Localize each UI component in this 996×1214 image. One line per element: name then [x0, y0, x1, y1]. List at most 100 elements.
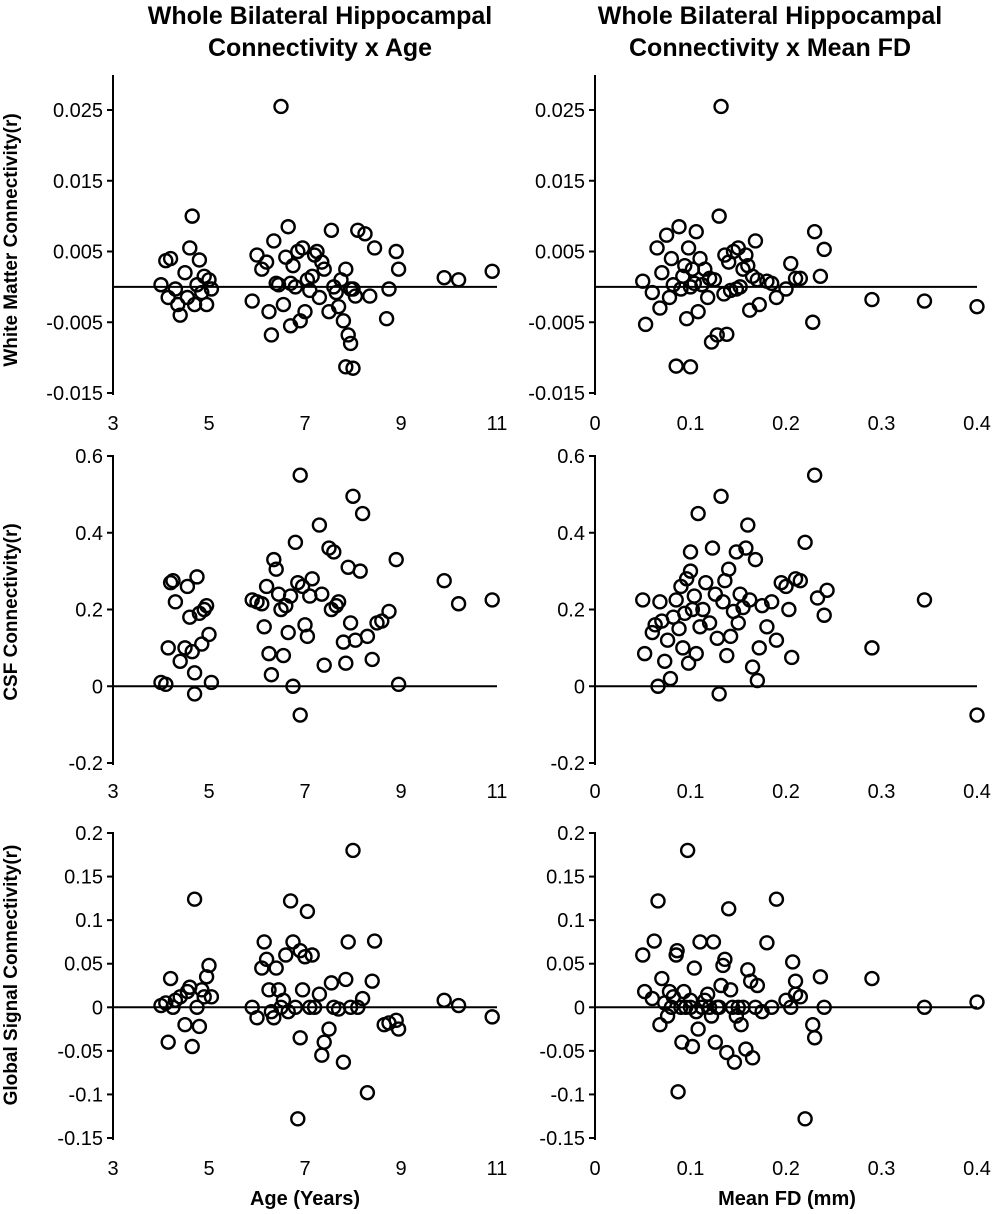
wm-age-point [366, 240, 383, 256]
csf-age-point [254, 596, 270, 612]
csf-fd-point [644, 624, 660, 641]
wm-fd-xtick-label: 0.3 [868, 413, 896, 435]
gs-age-point [254, 960, 270, 976]
csf-age-point [316, 657, 332, 673]
csf-age-point [304, 571, 320, 587]
wm-fd-point [751, 296, 767, 313]
csf-age-point [268, 561, 284, 577]
wm-fd-point [661, 289, 678, 306]
gs-age-point [186, 891, 203, 907]
gs-fd-xtick-label: 0.1 [677, 1158, 705, 1180]
wm-age-point [249, 247, 265, 263]
csf-fd-point [682, 544, 699, 560]
gs-age-point [436, 992, 452, 1009]
gs-age-ytick-label: 0 [92, 997, 103, 1019]
wm-fd-point [690, 303, 706, 320]
wm-age-point [302, 282, 318, 299]
csf-fd-point [692, 619, 708, 635]
csf-fd-point [662, 670, 679, 687]
csf-fd-ytick-label: 0.4 [557, 523, 585, 545]
csf-fd-panel: -0.200.20.40.60 0.1 0.2 0.3 0.4 [551, 446, 991, 803]
gs-fd-point [812, 969, 829, 985]
csf-fd-point [635, 592, 651, 608]
csf-age-point [354, 505, 371, 522]
gs-fd-point [806, 1030, 823, 1046]
gs-age-point [266, 1010, 282, 1026]
wm-fd-ytick-label: 0.015 [535, 171, 585, 193]
right-title-line2: Connectivity x Mean FD [629, 34, 911, 62]
csf-age-point [287, 534, 304, 551]
csf-age-point [342, 615, 359, 631]
csf-fd-point [728, 544, 745, 560]
wm-age-ytick-label: 0.005 [53, 242, 103, 264]
csf-fd-point [781, 601, 797, 618]
gs-age-ytick-label: 0.15 [64, 867, 103, 889]
csf-age-panel: -0.2 0 0.2 0.4 0.6 3 5 7 9 11 [69, 446, 508, 803]
gs-fd-point [690, 1021, 706, 1037]
gs-age-point [258, 951, 275, 968]
wm-fd-point [747, 233, 764, 249]
csf-fd-point [686, 588, 703, 604]
csf-fd-point [675, 640, 691, 656]
wm-age-point [182, 240, 198, 256]
wm-fd-xtick-label: 0.2 [772, 413, 800, 435]
csf-age-point [182, 609, 198, 625]
csf-age-point [184, 644, 200, 660]
csf-age-point [261, 645, 277, 662]
csf-fd-ytick-label: 0.2 [557, 600, 585, 622]
wm-age-point [201, 272, 217, 288]
gs-fd-point [768, 891, 785, 907]
gs-fd-ytick-label: -0.15 [539, 1128, 585, 1150]
wm-fd-point [787, 270, 804, 287]
csf-age-ytick-label: -0.2 [69, 753, 103, 775]
gs-fd-point [705, 934, 722, 950]
xlabel-mean-fd: Mean FD (mm) [718, 1188, 856, 1210]
csf-fd-point [819, 582, 835, 599]
wm-fd-point [637, 316, 654, 333]
gs-fd-point [792, 989, 809, 1005]
gs-age-ytick-label: 0.2 [75, 823, 103, 845]
wm-age-point [350, 222, 366, 238]
wm-age-point [172, 307, 188, 323]
wm-fd-point [805, 314, 821, 330]
csf-age-point [314, 586, 330, 602]
gs-age-xtick-label: 3 [107, 1158, 118, 1180]
wm-fd-point [644, 284, 660, 301]
wm-fd-ytick-label: 0.005 [535, 242, 585, 264]
wm-fd-point [652, 300, 668, 316]
csf-fd-xtick-label: 0 [589, 781, 600, 803]
wm-age-point [340, 327, 356, 343]
wm-fd-point [654, 265, 670, 281]
wm-age-point [162, 250, 179, 267]
csf-age-point [179, 578, 196, 595]
csf-age-xtick-label: 7 [299, 781, 310, 803]
gs-fd-point [784, 954, 801, 970]
gs-age-ytick-label: -0.05 [57, 1041, 103, 1063]
csf-age-xtick-label: 9 [395, 781, 406, 803]
csf-fd-point [659, 632, 676, 648]
wm-fd-point [713, 98, 729, 115]
gs-fd-ytick-label: 0.05 [546, 954, 585, 976]
gs-fd-ytick-label: 0.15 [546, 867, 585, 889]
gs-fd-xtick-label: 0.2 [772, 1158, 800, 1180]
csf-fd-point [806, 467, 823, 483]
wm-age-point [184, 208, 200, 224]
wm-fd-point [763, 275, 780, 292]
csf-age-point [374, 613, 390, 629]
gs-age-point [299, 903, 316, 920]
csf-fd-point [816, 607, 832, 623]
csf-fd-point [680, 655, 697, 671]
gs-fd-point [816, 999, 832, 1015]
csf-fd-xtick-label: 0.2 [772, 781, 800, 803]
gs-fd-point [864, 970, 880, 987]
csf-age-point [326, 544, 342, 560]
gs-age-point [388, 1012, 404, 1029]
gs-age-point [261, 982, 277, 998]
csf-age-ytick-label: 0.2 [75, 600, 103, 622]
csf-fd-point [744, 659, 761, 675]
csf-fd-point [738, 540, 754, 556]
wm-fd-point [671, 219, 687, 235]
gs-fd-point [707, 1034, 724, 1050]
gs-age-point [249, 1010, 265, 1026]
csf-fd-point [742, 592, 758, 608]
